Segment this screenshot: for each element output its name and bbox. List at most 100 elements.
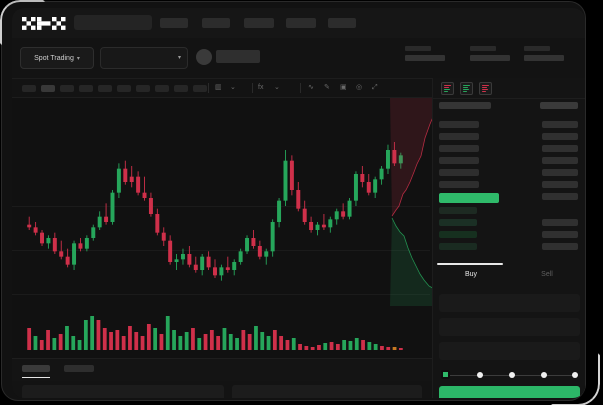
orderbook-bid-amount bbox=[542, 231, 578, 238]
toolbar-divider-3 bbox=[300, 83, 301, 93]
slider-step-100[interactable] bbox=[572, 371, 578, 378]
slider-step-75[interactable] bbox=[541, 371, 547, 378]
stat-24h-high bbox=[470, 46, 510, 61]
orderbook-ask-amount bbox=[542, 145, 578, 152]
orderbook-bid-amount bbox=[542, 219, 578, 226]
orderbook-and-order-form: Buy Sell bbox=[432, 78, 585, 398]
timeframe-button-3[interactable] bbox=[60, 85, 74, 92]
search-input[interactable] bbox=[74, 15, 152, 30]
tab-buy[interactable]: Buy bbox=[464, 271, 478, 278]
line-tool-icon[interactable]: ∿ bbox=[308, 84, 314, 91]
timeframe-button-5[interactable] bbox=[98, 85, 112, 92]
orderbook-bid-amount bbox=[542, 243, 578, 250]
timeframe-button-1[interactable] bbox=[22, 85, 36, 92]
depth-chart-overlay bbox=[390, 98, 436, 306]
trading-mode-selector[interactable]: Spot Trading ▾ bbox=[20, 47, 94, 69]
stat-label bbox=[470, 46, 496, 51]
nav-item-3[interactable] bbox=[244, 18, 274, 28]
orderbook-view-asks-icon[interactable] bbox=[479, 82, 492, 95]
toolbar-divider-2 bbox=[252, 83, 253, 93]
tab-sell[interactable]: Sell bbox=[541, 271, 553, 278]
nav-item-1[interactable] bbox=[160, 18, 188, 28]
nav-item-2[interactable] bbox=[202, 18, 230, 28]
active-tab-underline bbox=[22, 377, 50, 378]
slider-step-50[interactable] bbox=[509, 371, 515, 378]
candle-style-icon[interactable]: ▥ bbox=[215, 84, 222, 91]
order-price-field[interactable] bbox=[439, 294, 580, 312]
stat-value bbox=[524, 55, 564, 61]
stat-label bbox=[405, 46, 431, 51]
orderbook-header-right bbox=[540, 102, 578, 109]
orderbook-ask-row[interactable] bbox=[439, 145, 479, 152]
toolbar-divider bbox=[208, 83, 209, 93]
orderbook-bid-row[interactable] bbox=[439, 207, 477, 214]
tab-order-history[interactable] bbox=[64, 365, 94, 372]
orderbook-header-left bbox=[439, 102, 491, 109]
fullscreen-icon[interactable]: ⤢ bbox=[372, 84, 378, 91]
order-amount-field[interactable] bbox=[439, 318, 580, 336]
orderbook-ask-amount bbox=[542, 169, 578, 176]
chevron-down-icon: ▾ bbox=[177, 55, 181, 61]
orderbook-bid-row[interactable] bbox=[439, 231, 477, 238]
timeframe-button-10[interactable] bbox=[193, 85, 207, 92]
slider-step-25[interactable] bbox=[477, 371, 483, 378]
orderbook-ask-amount bbox=[542, 121, 578, 128]
chevron-down-icon[interactable]: ⌄ bbox=[230, 84, 236, 91]
orderbook-ask-row[interactable] bbox=[439, 121, 479, 128]
settings-gear-icon[interactable]: ◎ bbox=[356, 84, 363, 91]
orderbook-ask-row[interactable] bbox=[439, 157, 479, 164]
nav-item-4[interactable] bbox=[286, 18, 316, 28]
order-total-field[interactable] bbox=[439, 342, 580, 360]
orderbook-view-both-icon[interactable] bbox=[441, 82, 454, 95]
indicators-icon[interactable]: fx bbox=[258, 84, 264, 91]
stat-value bbox=[405, 55, 445, 61]
orderbook-ask-row[interactable] bbox=[439, 133, 479, 140]
stat-24h-volume bbox=[524, 46, 564, 61]
timeframe-button-8[interactable] bbox=[155, 85, 169, 92]
candlestick-series bbox=[27, 142, 403, 281]
stat-24h-change bbox=[405, 46, 445, 61]
slider-handle[interactable] bbox=[441, 370, 450, 379]
orderbook-view-modes bbox=[433, 78, 585, 98]
orderbook-bid-row[interactable] bbox=[439, 243, 477, 250]
order-form-tabs: Buy Sell bbox=[433, 263, 585, 289]
bottom-panel-right[interactable] bbox=[232, 385, 422, 398]
orderbook-ask-row[interactable] bbox=[439, 181, 479, 188]
volume-series bbox=[27, 316, 403, 350]
orderbook-ask-amount bbox=[542, 133, 578, 140]
snapshot-camera-icon[interactable]: ▣ bbox=[340, 84, 347, 91]
draw-pencil-icon[interactable]: ✎ bbox=[324, 84, 330, 91]
timeframe-button-9[interactable] bbox=[174, 85, 188, 92]
tab-open-orders[interactable] bbox=[22, 365, 50, 372]
active-order-tab-underline bbox=[437, 263, 503, 265]
stat-value bbox=[470, 55, 510, 61]
timeframe-button-4[interactable] bbox=[79, 85, 93, 92]
orderbook-ask-row[interactable] bbox=[439, 169, 479, 176]
okx-logo[interactable] bbox=[22, 17, 66, 30]
orderbook-ask-amount bbox=[542, 157, 578, 164]
orderbook-view-bids-icon[interactable] bbox=[460, 82, 473, 95]
top-navigation-bar bbox=[12, 8, 585, 38]
pair-and-stats-bar: Spot Trading ▾ ▾ bbox=[12, 38, 585, 78]
chart-gridline bbox=[12, 250, 430, 251]
orderbook-ask-amount bbox=[542, 181, 578, 188]
trading-mode-label: Spot Trading bbox=[34, 54, 74, 62]
orderbook-last-price-row[interactable] bbox=[439, 193, 499, 203]
timeframe-button-7[interactable] bbox=[136, 85, 150, 92]
orderbook-bid-row[interactable] bbox=[439, 219, 477, 226]
pair-coin-avatar bbox=[196, 49, 212, 65]
pair-selector[interactable]: ▾ bbox=[100, 47, 188, 69]
submit-buy-button[interactable] bbox=[439, 386, 580, 398]
orderbook-last-price-amount bbox=[542, 193, 578, 200]
order-amount-slider[interactable] bbox=[441, 370, 578, 380]
orderbook-rows bbox=[433, 98, 585, 258]
nav-item-5[interactable] bbox=[328, 18, 356, 28]
timeframe-button-2[interactable] bbox=[41, 85, 55, 92]
chevron-down-icon-2[interactable]: ⌄ bbox=[274, 84, 280, 91]
bottom-panel-left[interactable] bbox=[22, 385, 224, 398]
timeframe-button-6[interactable] bbox=[117, 85, 131, 92]
chart-gridline bbox=[12, 206, 430, 207]
chart-gridline bbox=[12, 294, 430, 295]
trading-app: Spot Trading ▾ ▾ bbox=[12, 8, 585, 398]
